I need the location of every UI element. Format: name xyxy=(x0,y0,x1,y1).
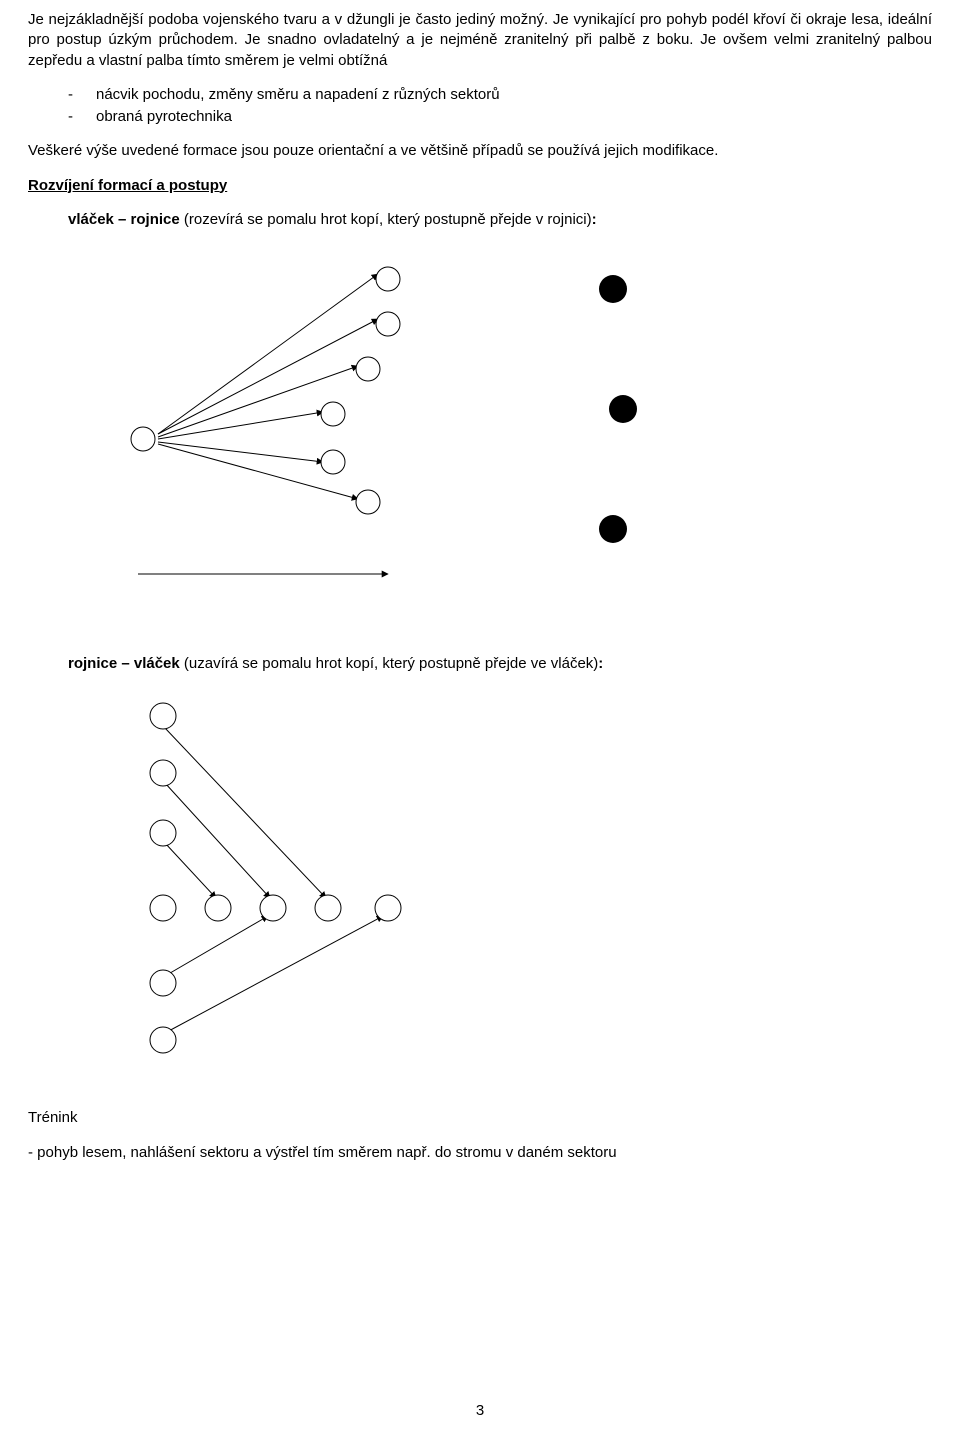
sub2-rest: (uzavírá se pomalu hrot kopí, který post… xyxy=(180,655,599,672)
section-heading: Rozvíjení formací a postupy xyxy=(28,176,932,196)
page: Je nejzákladnější podoba vojenského tvar… xyxy=(0,0,960,1429)
section-heading-text: Rozvíjení formací a postupy xyxy=(28,177,227,194)
sub2-colon: : xyxy=(598,655,603,672)
list-item-text: obraná pyrotechnika xyxy=(96,108,232,125)
diagram-vlacek-rojnice xyxy=(68,244,768,624)
sub1-colon: : xyxy=(592,211,597,228)
sub1-rest: (rozevírá se pomalu hrot kopí, který pos… xyxy=(180,211,592,228)
list-item-text: nácvik pochodu, změny směru a napadení z… xyxy=(96,86,500,103)
diagram-rojnice-vlacek xyxy=(68,688,488,1068)
trenink-line: - pohyb lesem, nahlášení sektoru a výstř… xyxy=(28,1143,932,1163)
page-number: 3 xyxy=(0,1401,960,1421)
dash-icon: - xyxy=(68,85,96,105)
list-item: -obraná pyrotechnika xyxy=(68,107,932,127)
intro-paragraph: Je nejzákladnější podoba vojenského tvar… xyxy=(28,10,932,71)
note-paragraph: Veškeré výše uvedené formace jsou pouze … xyxy=(28,141,932,161)
dash-icon: - xyxy=(68,107,96,127)
sub1-label: vláček – rojnice xyxy=(68,211,180,228)
sub2-label: rojnice – vláček xyxy=(68,655,180,672)
list-item: -nácvik pochodu, změny směru a napadení … xyxy=(68,85,932,105)
trenink-heading: Trénink xyxy=(28,1108,932,1128)
sub1-line: vláček – rojnice (rozevírá se pomalu hro… xyxy=(68,210,932,230)
sub2-line: rojnice – vláček (uzavírá se pomalu hrot… xyxy=(68,654,932,674)
bullet-list: -nácvik pochodu, změny směru a napadení … xyxy=(68,85,932,128)
